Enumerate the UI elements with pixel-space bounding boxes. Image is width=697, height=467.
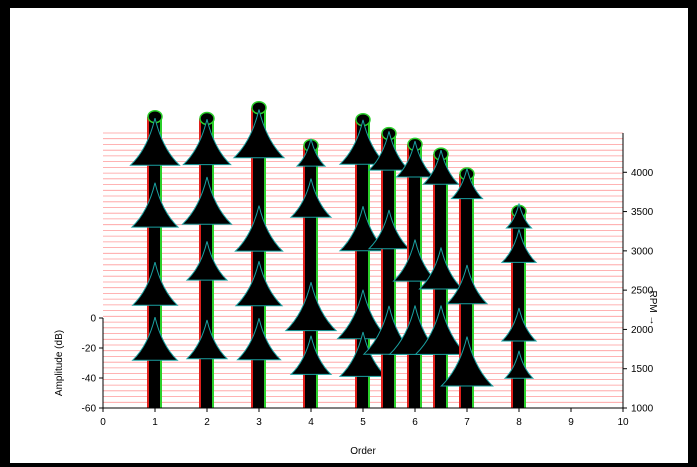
order-peak: [395, 140, 435, 178]
x-tick-label: 0: [100, 417, 106, 428]
order-band: [129, 109, 181, 408]
order-peak: [450, 168, 484, 200]
order-peak: [500, 307, 538, 342]
order-peak: [503, 350, 535, 379]
x-tick-label: 1: [152, 417, 158, 428]
order-peak: [131, 316, 179, 361]
order-band: [284, 138, 338, 408]
chart-frame: 0 1 2 3 4 5 6 7 8 9 10 0 -20 -40 -60 1000 1500 2000 2500…: [10, 8, 688, 463]
rpm-tick-label: 3000: [631, 246, 654, 257]
order-band: [388, 137, 442, 408]
order-peak: [295, 138, 327, 167]
order-peak: [289, 178, 333, 218]
order-peak: [129, 117, 181, 166]
order-peak: [338, 331, 388, 377]
rpm-tick-label: 4000: [631, 168, 654, 179]
order-peak: [185, 319, 229, 360]
order-peak: [445, 264, 489, 305]
x-tick-label: 7: [464, 417, 470, 428]
x-tick-label: 5: [360, 417, 366, 428]
rpm-tick-label: 2500: [631, 286, 654, 297]
order-peak: [284, 282, 338, 332]
order-peak: [422, 149, 460, 185]
order-peak: [181, 176, 233, 225]
order-peak: [182, 119, 232, 166]
order-band: [500, 203, 538, 408]
order-peak: [367, 131, 411, 171]
order-peak: [130, 182, 180, 228]
order-peak: [232, 109, 286, 159]
rpm-tick-label: 1000: [631, 404, 654, 415]
rpm-tick-labels: 1000 1500 2000 2500 3000 3500 4000: [623, 168, 654, 415]
amplitude-axis-title: Amplitude (dB): [54, 330, 65, 396]
order-band: [181, 111, 233, 408]
amplitude-tick-label: -20: [82, 344, 97, 355]
order-band: [232, 100, 286, 408]
x-tick-label: 10: [617, 417, 629, 428]
order-band: [440, 167, 494, 408]
order-peak: [234, 261, 284, 307]
x-tick-label: 6: [412, 417, 418, 428]
order-band: [414, 147, 468, 408]
order-column: [382, 133, 396, 408]
rpm-axis-title: RPM →: [647, 291, 658, 326]
x-tick-label: 3: [256, 417, 262, 428]
rpm-tick-label: 1500: [631, 364, 654, 375]
rpm-tick-label: 2000: [631, 325, 654, 336]
order-peak: [236, 318, 282, 361]
order-peak: [367, 209, 411, 250]
amplitude-tick-label: -60: [82, 404, 97, 415]
order-peak: [505, 203, 533, 229]
amplitude-tick-labels: 0 -20 -40 -60: [82, 314, 103, 415]
order-peak: [289, 335, 333, 375]
x-tick-label: 9: [568, 417, 574, 428]
x-tick-label: 8: [516, 417, 522, 428]
x-tick-label: 4: [308, 417, 314, 428]
x-axis-title: Order: [350, 446, 376, 457]
order-peak: [234, 205, 284, 252]
order-bands: [129, 100, 538, 408]
amplitude-tick-label: -40: [82, 374, 97, 385]
order-peak: [500, 229, 538, 263]
order-peak: [185, 241, 229, 281]
x-tick-labels: 0 1 2 3 4 5 6 7 8 9 10: [100, 408, 629, 428]
order-peak: [418, 247, 464, 290]
rpm-tick-label: 3500: [631, 207, 654, 218]
x-tick-label: 2: [204, 417, 210, 428]
amplitude-tick-label: 0: [90, 314, 96, 325]
order-peak: [440, 336, 494, 387]
waterfall-chart: 0 1 2 3 4 5 6 7 8 9 10 0 -20 -40 -60 1000 1500 2000 2500…: [54, 100, 658, 457]
order-peak: [131, 261, 179, 306]
order-band: [336, 112, 390, 408]
